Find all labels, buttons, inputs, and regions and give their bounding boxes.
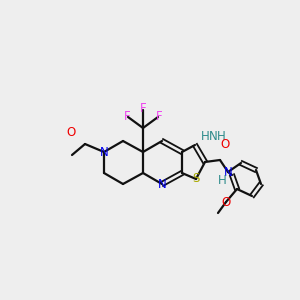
- Text: H: H: [218, 175, 226, 188]
- Text: H: H: [201, 130, 209, 142]
- Text: O: O: [66, 127, 76, 140]
- Text: F: F: [124, 110, 130, 124]
- Text: H: H: [217, 130, 225, 142]
- Text: N: N: [208, 130, 217, 142]
- Text: F: F: [140, 103, 146, 116]
- Text: N: N: [100, 146, 108, 158]
- Text: O: O: [220, 139, 230, 152]
- Text: F: F: [156, 110, 162, 124]
- Text: N: N: [224, 166, 232, 178]
- Text: O: O: [221, 196, 231, 208]
- Text: N: N: [158, 178, 166, 190]
- Text: S: S: [192, 172, 200, 185]
